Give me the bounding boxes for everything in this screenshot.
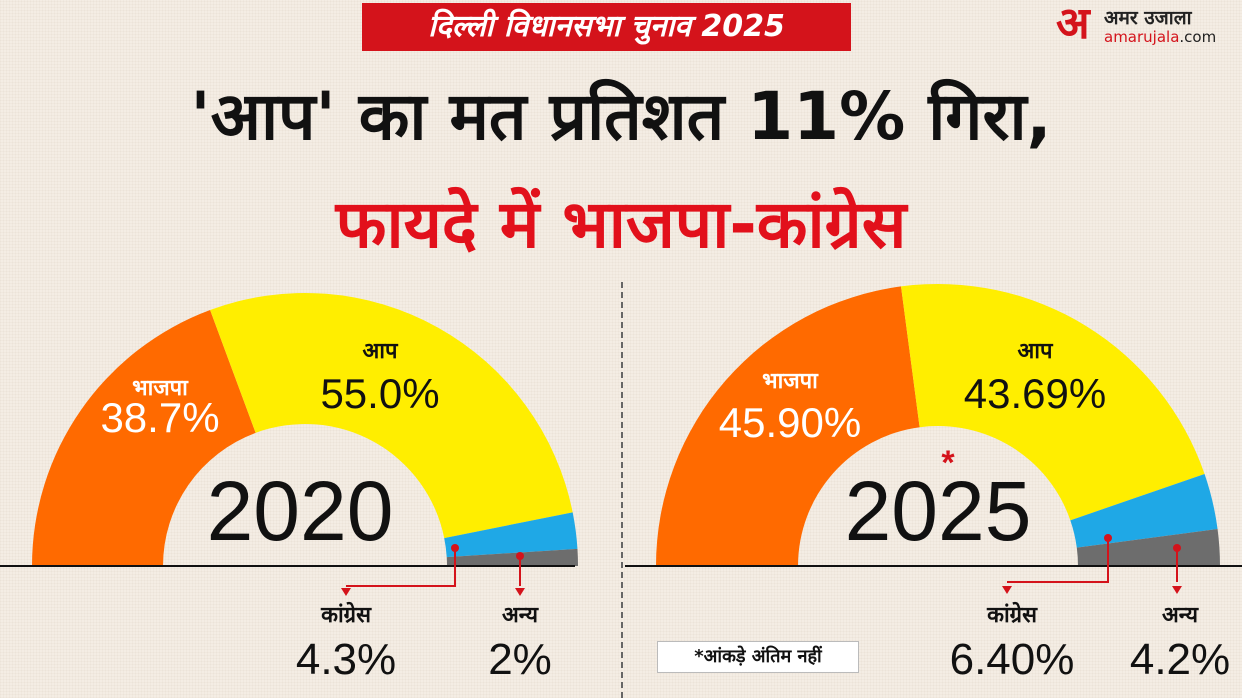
chart-2020-slice-3 xyxy=(446,548,578,566)
logo-url: amarujala.com xyxy=(1104,28,1216,46)
chart-2025-pointer-line-2 xyxy=(1007,538,1109,583)
chart-2020-label-name-2: कांग्रेस xyxy=(320,601,372,627)
headline-line-1: 'आप' का मत प्रतिशत 11% गिरा, xyxy=(190,78,1052,155)
amarujala-logo[interactable]: अ अमर उजाला amarujala.com xyxy=(1056,0,1236,49)
chart-2025-label-value-0: 45.90% xyxy=(719,399,861,446)
chart-2020-label-value-1: 55.0% xyxy=(320,370,439,417)
chart-2025-slice-3 xyxy=(1076,528,1220,566)
chart-2020-slice-1 xyxy=(210,292,573,539)
chart-2025-pointer-arrow-2 xyxy=(1002,586,1012,594)
chart-2020-pointer-line-2 xyxy=(346,548,456,587)
chart-2020-label-value-2: 4.3% xyxy=(296,635,396,684)
chart-2025-label-value-1: 43.69% xyxy=(964,370,1106,417)
chart-2025-asterisk: * xyxy=(941,444,955,482)
chart-2025-label-name-2: कांग्रेस xyxy=(986,601,1038,627)
chart-2020-pointer-arrow-3 xyxy=(515,588,525,596)
chart-2020-label-value-0: 38.7% xyxy=(100,394,219,441)
chart-2020-slice-0 xyxy=(32,310,256,566)
chart-2020-slice-2 xyxy=(444,512,578,558)
chart-2025-label-name-1: आप xyxy=(1018,338,1054,363)
chart-2020-pointer-arrow-2 xyxy=(341,588,351,596)
chart-2025-label-name-3: अन्य xyxy=(1162,602,1199,627)
chart-2025-slice-2 xyxy=(1070,473,1218,548)
chart-2025-label-name-0: भाजपा xyxy=(762,368,819,393)
chart-2020-label-name-0: भाजपा xyxy=(132,375,189,400)
logo-mark-icon: अ xyxy=(1056,0,1090,49)
chart-2020-label-name-1: आप xyxy=(363,338,399,363)
chart-2025-label-value-2: 6.40% xyxy=(950,635,1075,684)
chart-2025-center-year: 2025 xyxy=(845,464,1032,558)
chart-2020-label-name-3: अन्य xyxy=(502,602,539,627)
banner-title: दिल्ली विधानसभा चुनाव 2025 xyxy=(362,3,851,51)
logo-url-main: amarujala xyxy=(1104,28,1180,46)
panel-divider xyxy=(621,282,623,698)
chart-2025-label-value-3: 4.2% xyxy=(1130,635,1230,684)
logo-url-domain: .com xyxy=(1179,28,1217,46)
chart-2025-slice-0 xyxy=(656,286,920,566)
logo-name: अमर उजाला xyxy=(1104,7,1192,29)
chart-2025-slice-1 xyxy=(901,284,1205,521)
chart-2020-center-year: 2020 xyxy=(207,464,394,558)
headline-line-2: फायदे में भाजपा-कांग्रेस xyxy=(335,186,907,263)
chart-2020-label-value-3: 2% xyxy=(488,635,552,684)
chart-2025-pointer-arrow-3 xyxy=(1172,586,1182,594)
footnote: *आंकड़े अंतिम नहीं xyxy=(657,641,859,673)
